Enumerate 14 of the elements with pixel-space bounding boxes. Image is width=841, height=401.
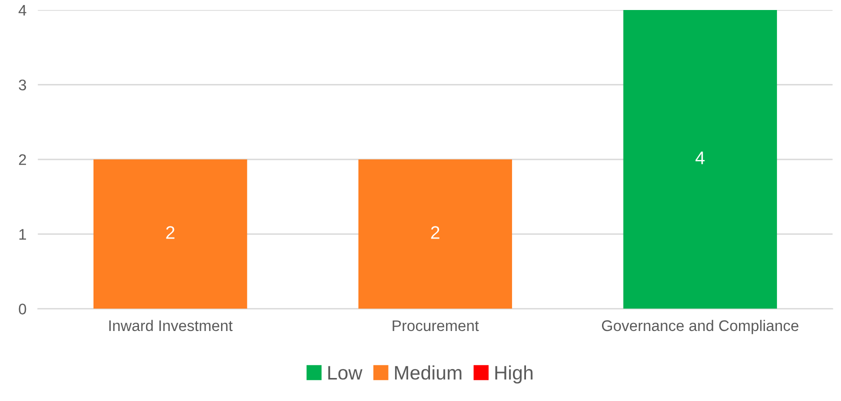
data-label: 2	[166, 226, 174, 239]
x-tick-label: Inward Investment	[109, 320, 233, 332]
y-tick-label: 4	[18, 5, 26, 16]
data-label: 4	[696, 152, 705, 164]
x-tick-label: Governance and Compliance	[602, 320, 798, 334]
y-tick-label: 1	[19, 229, 26, 240]
y-tick-label: 0	[18, 304, 26, 314]
legend-label: High	[495, 365, 532, 384]
y-tick-label: 3	[18, 80, 26, 90]
x-tick-label: Procurement	[392, 320, 479, 332]
data-label: 2	[431, 226, 440, 239]
legend-label: Low	[328, 366, 362, 380]
legend-label: Medium	[395, 365, 462, 380]
y-tick-label: 2	[19, 154, 26, 165]
